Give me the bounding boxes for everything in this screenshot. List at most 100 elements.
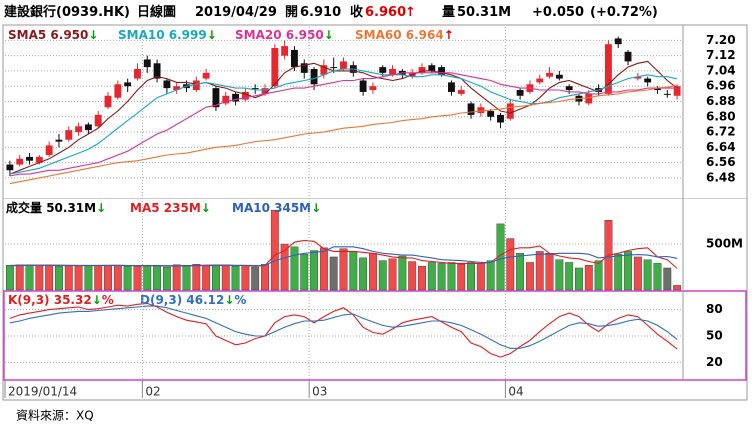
legend-name: 成交量 xyxy=(6,200,42,215)
candle-body xyxy=(467,103,475,115)
volume-bar xyxy=(388,258,397,291)
candle-body xyxy=(114,84,122,98)
date: 2019/04/29 xyxy=(195,5,277,20)
volume-bar xyxy=(624,251,632,291)
volume-bar xyxy=(673,285,682,291)
volume-bar xyxy=(212,265,220,291)
candle-body xyxy=(536,78,544,83)
candle-body xyxy=(281,46,289,56)
candle-body xyxy=(447,82,455,92)
x-tick-label: 03 xyxy=(312,385,327,399)
legend-arrow: ↓ xyxy=(92,293,102,307)
candle-body xyxy=(614,38,622,45)
legend-arrow: ↓ xyxy=(311,201,321,215)
y-tick-label: 7.12 xyxy=(706,48,736,62)
volume-bar xyxy=(113,265,122,291)
header: 建設銀行(0939.HK) 日線圖 2019/04/29 開 6.910 收 6… xyxy=(4,4,658,20)
candle-body xyxy=(291,49,298,68)
open-value: 6.910 xyxy=(300,5,341,20)
y-tick-label: 6.72 xyxy=(706,125,736,139)
legend-name: MA5 xyxy=(130,201,160,215)
legend-value: 6.999 xyxy=(169,28,207,42)
y-tick-label: 80 xyxy=(706,302,723,316)
y-tick-label: 7.20 xyxy=(706,33,736,47)
volume-bar xyxy=(251,266,260,291)
volume-bar xyxy=(221,264,230,291)
volume-bar xyxy=(653,263,662,291)
candle-body xyxy=(487,111,495,117)
line-series xyxy=(9,246,678,267)
volume-bar xyxy=(192,264,201,291)
x-tick-label: 04 xyxy=(508,385,523,399)
candle-body xyxy=(340,61,347,70)
candle-body xyxy=(241,91,249,100)
volume-bar xyxy=(398,255,407,291)
volume-bar xyxy=(643,259,652,291)
volume-value: 50.31M xyxy=(457,5,511,20)
legend-name: MA10 xyxy=(232,201,270,215)
candle-body xyxy=(546,72,553,77)
y-tick-label: 6.88 xyxy=(706,94,736,108)
candle-body xyxy=(153,63,161,79)
legend-value: 6.964 xyxy=(406,28,444,42)
candle-body xyxy=(55,139,63,142)
legend-entry: MA10 345M↓ xyxy=(232,201,321,215)
volume-bar xyxy=(457,264,466,291)
legend-entry: D(9,3) 46.12↓% xyxy=(140,293,246,307)
candle-body xyxy=(634,76,642,79)
y-tick-label: 50 xyxy=(706,329,723,343)
legend-name: SMA60 xyxy=(355,28,402,42)
volume-bar xyxy=(467,262,475,291)
panel-frame xyxy=(3,198,747,199)
volume-bar xyxy=(133,266,142,291)
legend-value: 345M xyxy=(274,201,311,215)
candle-body xyxy=(26,156,33,161)
y-tick-label: 500M xyxy=(706,237,743,251)
volume-bar xyxy=(5,265,14,291)
legend-suffix: % xyxy=(234,293,246,307)
volume-bar xyxy=(143,265,152,291)
candle-body xyxy=(428,65,436,71)
candle-body xyxy=(604,44,612,94)
volume-bar xyxy=(476,263,485,291)
volume-bar xyxy=(162,266,171,291)
volume-bar xyxy=(329,256,338,291)
volume-bar xyxy=(555,259,564,291)
line-series xyxy=(9,302,678,358)
volume-bar xyxy=(261,264,269,291)
volume-bar xyxy=(25,265,34,291)
candle-body xyxy=(45,145,53,155)
legend-name: K(9,3) xyxy=(8,293,50,307)
candle-body xyxy=(192,80,200,91)
candle-body xyxy=(418,67,426,73)
candle-body xyxy=(555,74,563,79)
volume-bar xyxy=(575,267,583,291)
legend-entry: SMA20 6.950↓ xyxy=(235,28,334,42)
volume-bar xyxy=(594,260,603,291)
volume-bar xyxy=(378,260,387,291)
candle-body xyxy=(212,88,220,108)
candle-body xyxy=(163,80,171,89)
legend-name: SMA20 xyxy=(235,28,282,42)
candle-body xyxy=(202,72,210,79)
legend-value: 46.12 xyxy=(186,293,224,307)
candle-body xyxy=(84,124,92,131)
candle-body xyxy=(232,93,240,102)
volume-bar xyxy=(182,265,191,291)
candle-body xyxy=(251,88,259,90)
line-series xyxy=(9,68,678,175)
candle-body xyxy=(565,86,573,91)
candle-body xyxy=(143,59,151,68)
volume-bar xyxy=(94,265,103,291)
candle-body xyxy=(6,164,14,171)
volume-bar xyxy=(104,265,112,291)
candle-body xyxy=(477,107,485,113)
volume-bar xyxy=(123,265,132,291)
legend-value: 35.32 xyxy=(54,293,92,307)
legend-arrow: ↓ xyxy=(88,28,98,42)
volume-bar xyxy=(535,251,544,291)
legend-suffix: % xyxy=(102,293,114,307)
y-tick-label: 6.96 xyxy=(706,79,736,93)
volume-bar xyxy=(172,264,181,291)
line-series xyxy=(9,60,678,175)
